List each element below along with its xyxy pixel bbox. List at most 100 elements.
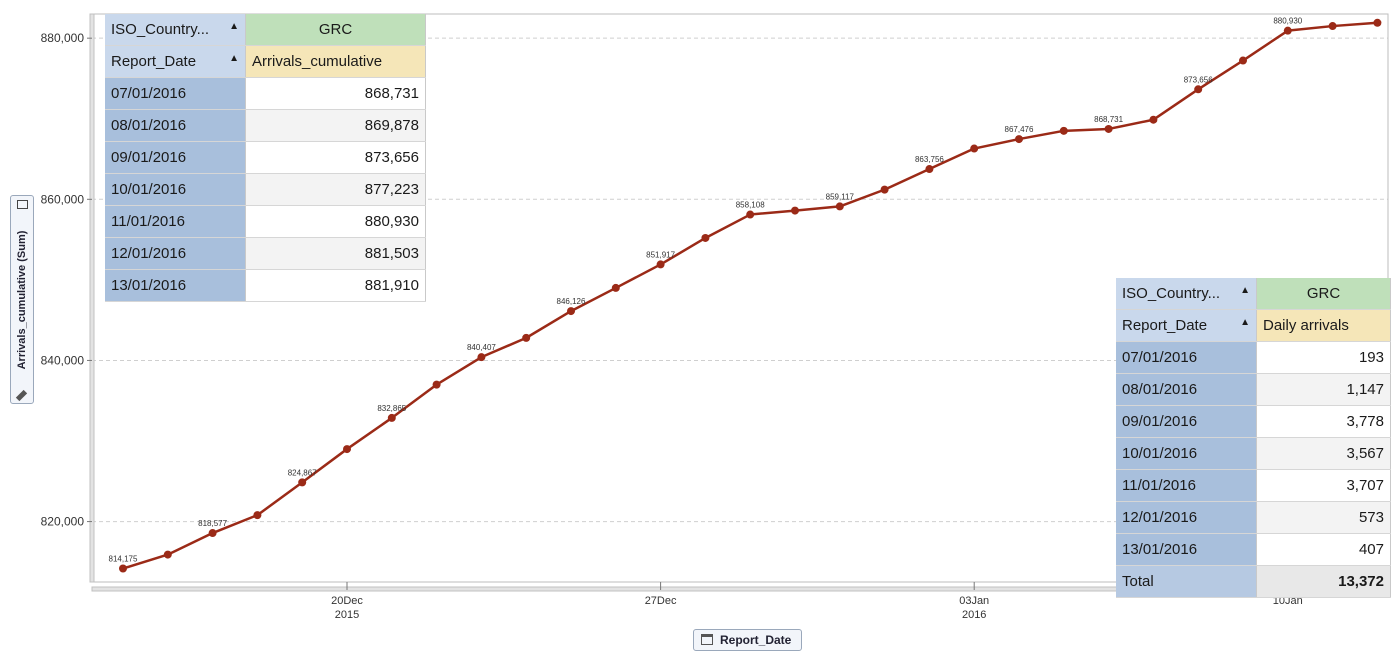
- y-tick-label: 840,000: [41, 353, 85, 367]
- data-label: 851,917: [646, 250, 675, 259]
- row-date: 12/01/2016: [1116, 501, 1257, 534]
- y-axis-label: Arrivals_cumulative (Sum): [16, 230, 28, 369]
- data-label: 832,865: [377, 404, 406, 413]
- row-date: 10/01/2016: [1116, 437, 1257, 470]
- country-dimension-header[interactable]: ISO_Country... ▲: [1116, 278, 1257, 310]
- row-date: 08/01/2016: [1116, 373, 1257, 406]
- row-date: 09/01/2016: [1116, 405, 1257, 438]
- y-axis-scrollbar: [89, 13, 95, 583]
- row-value: 868,731: [245, 77, 426, 110]
- ruler-icon: [15, 389, 28, 402]
- x-axis-label: Report_Date: [720, 633, 792, 647]
- data-point: [701, 233, 710, 242]
- country-dimension-label: ISO_Country...: [1122, 285, 1221, 302]
- data-point: [253, 511, 262, 520]
- table-row: 10/01/2016 877,223: [105, 173, 426, 206]
- lock-icon: [17, 200, 28, 209]
- data-point: [925, 165, 934, 174]
- data-label: 846,126: [557, 297, 586, 306]
- row-value: 873,656: [245, 141, 426, 174]
- data-label: 824,867: [288, 468, 317, 477]
- report-date-header[interactable]: Report_Date ▲: [105, 45, 246, 78]
- row-date: 09/01/2016: [105, 141, 246, 174]
- data-point: [880, 185, 889, 194]
- data-point: [567, 307, 575, 316]
- data-point: [163, 550, 172, 559]
- row-date: 10/01/2016: [105, 173, 246, 206]
- row-date: 11/01/2016: [105, 205, 246, 238]
- row-date: 08/01/2016: [105, 109, 246, 142]
- calendar-icon: [701, 634, 713, 645]
- cumulative-arrivals-table: ISO_Country... ▲ GRC Report_Date ▲ Arrival…: [105, 14, 426, 302]
- sort-asc-icon[interactable]: ▲: [1240, 317, 1250, 328]
- x-tick-year-label: 2016: [962, 609, 986, 621]
- country-column-header: GRC: [245, 14, 426, 46]
- data-label: 873,656: [1184, 75, 1213, 84]
- row-date: 13/01/2016: [105, 269, 246, 302]
- table-row: 07/01/2016 193: [1116, 341, 1391, 374]
- row-value: 3,707: [1256, 469, 1391, 502]
- row-value: 1,147: [1256, 373, 1391, 406]
- data-point: [791, 206, 799, 215]
- data-point: [343, 445, 351, 454]
- total-label: Total: [1116, 565, 1257, 598]
- sort-asc-icon[interactable]: ▲: [229, 53, 239, 64]
- row-value: 193: [1256, 341, 1391, 374]
- measure-header: Arrivals_cumulative: [245, 45, 426, 78]
- table-row: 08/01/2016 869,878: [105, 109, 426, 142]
- country-dimension-label: ISO_Country...: [111, 21, 210, 38]
- country-dimension-header[interactable]: ISO_Country... ▲: [105, 14, 246, 46]
- row-value: 877,223: [245, 173, 426, 206]
- data-labels: 814,175 818,577 824,867 832,865 840,407 846,1…: [109, 17, 1303, 564]
- report-date-label: Report_Date: [1122, 317, 1208, 334]
- x-axis-selector-button[interactable]: Report_Date: [693, 629, 803, 651]
- data-point: [298, 478, 307, 487]
- data-point: [746, 210, 755, 219]
- table-row: 12/01/2016 573: [1116, 501, 1391, 534]
- row-value: 3,567: [1256, 437, 1391, 470]
- x-tick-label: 20Dec: [331, 595, 363, 607]
- x-tick-label: 10Jan: [1273, 595, 1303, 607]
- y-tick-label: 820,000: [41, 515, 85, 529]
- table-row: 12/01/2016 881,503: [105, 237, 426, 270]
- data-point: [1328, 22, 1337, 31]
- data-point: [1149, 115, 1158, 124]
- sort-asc-icon[interactable]: ▲: [229, 21, 239, 32]
- x-tick-label: 27Dec: [645, 595, 677, 607]
- row-value: 881,503: [245, 237, 426, 270]
- data-point: [1373, 18, 1382, 27]
- x-tick-year-label: 2015: [335, 609, 359, 621]
- table-row: 09/01/2016 3,778: [1116, 405, 1391, 438]
- row-date: 07/01/2016: [1116, 341, 1257, 374]
- y-tick-label: 860,000: [41, 192, 85, 206]
- table-row: 11/01/2016 3,707: [1116, 469, 1391, 502]
- row-date: 11/01/2016: [1116, 469, 1257, 502]
- data-point: [1194, 85, 1203, 94]
- data-point: [611, 283, 620, 292]
- table-row: 09/01/2016 873,656: [105, 141, 426, 174]
- y-axis-selector-button[interactable]: Arrivals_cumulative (Sum): [10, 195, 34, 404]
- total-row: Total 13,372: [1116, 565, 1391, 598]
- row-date: 07/01/2016: [105, 77, 246, 110]
- data-label: 818,577: [198, 519, 227, 528]
- y-tick-label: 880,000: [41, 31, 85, 45]
- sort-asc-icon[interactable]: ▲: [1240, 285, 1250, 296]
- row-value: 869,878: [245, 109, 426, 142]
- data-label: 859,117: [826, 192, 855, 201]
- total-value: 13,372: [1256, 565, 1391, 598]
- row-value: 881,910: [245, 269, 426, 302]
- table-row: 13/01/2016 881,910: [105, 269, 426, 302]
- table-row: 10/01/2016 3,567: [1116, 437, 1391, 470]
- data-point: [970, 144, 979, 153]
- country-column-header: GRC: [1256, 278, 1391, 310]
- data-label: 868,731: [1094, 115, 1123, 124]
- table-row: 13/01/2016 407: [1116, 533, 1391, 566]
- data-point: [477, 353, 486, 362]
- data-point: [1015, 135, 1023, 144]
- data-point: [1283, 26, 1292, 35]
- report-date-header[interactable]: Report_Date ▲: [1116, 309, 1257, 342]
- data-point: [656, 260, 665, 269]
- data-point: [387, 413, 396, 422]
- row-value: 880,930: [245, 205, 426, 238]
- table-row: 11/01/2016 880,930: [105, 205, 426, 238]
